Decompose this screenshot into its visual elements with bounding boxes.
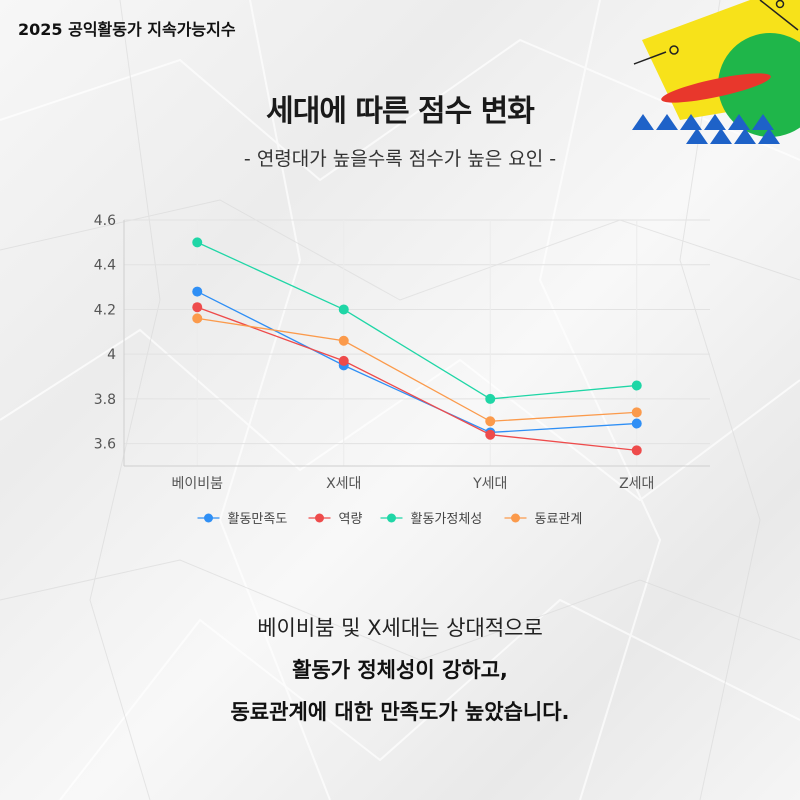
x-tick-label: 베이비붐 bbox=[171, 476, 223, 492]
series-line-동료관계 bbox=[197, 317, 637, 422]
data-point-역량 bbox=[485, 429, 496, 440]
data-point-활동만족도 bbox=[192, 286, 203, 297]
legend-item-활동가정체성: 활동가정체성 bbox=[380, 512, 483, 527]
y-tick-label: 4.6 bbox=[94, 213, 116, 229]
green-circle bbox=[718, 33, 800, 137]
data-point-동료관계 bbox=[631, 407, 642, 418]
page-title: 세대에 따른 점수 변화 bbox=[266, 94, 535, 129]
summary-line-1: 베이비붐 및 X세대는 상대적으로 bbox=[257, 616, 543, 640]
legend-item-동료관계: 동료관계 bbox=[504, 512, 583, 527]
brand-title: 2025 공익활동가 지속가능지수 bbox=[18, 20, 236, 39]
legend-label: 활동가정체성 bbox=[411, 512, 483, 527]
data-point-역량 bbox=[192, 302, 203, 313]
data-point-동료관계 bbox=[485, 416, 496, 427]
y-tick-label: 4.4 bbox=[94, 258, 116, 274]
legend-item-역량: 역량 bbox=[308, 512, 363, 527]
series-line-역량 bbox=[197, 306, 637, 451]
legend-swatch-dot bbox=[315, 513, 324, 523]
data-point-역량 bbox=[338, 355, 349, 366]
page-subtitle: - 연령대가 높을수록 점수가 높은 요인 - bbox=[243, 148, 557, 170]
legend-item-활동만족도: 활동만족도 bbox=[197, 512, 288, 527]
data-point-활동가정체성 bbox=[192, 237, 203, 248]
x-tick-label: Y세대 bbox=[472, 476, 507, 492]
data-point-활동가정체성 bbox=[338, 304, 349, 315]
legend-label: 역량 bbox=[339, 512, 363, 527]
data-point-역량 bbox=[631, 445, 642, 456]
data-point-활동가정체성 bbox=[631, 380, 642, 391]
data-point-동료관계 bbox=[192, 313, 203, 324]
series-line-활동만족도 bbox=[196, 290, 637, 434]
summary-text: 베이비붐 및 X세대는 상대적으로 활동가 정체성이 강하고, 동료관계에 대한… bbox=[0, 612, 800, 726]
x-tick-label: X세대 bbox=[326, 476, 361, 492]
blue-triangles bbox=[632, 114, 780, 144]
legend-label: 활동만족도 bbox=[228, 512, 288, 527]
y-tick-label: 4 bbox=[107, 347, 116, 363]
y-tick-label: 3.6 bbox=[94, 437, 116, 453]
decorative-shapes bbox=[632, 0, 800, 144]
legend-label: 동료관계 bbox=[535, 512, 583, 527]
summary-line-2: 활동가 정체성이 강하고, bbox=[292, 658, 508, 682]
legend-swatch-dot bbox=[511, 513, 520, 523]
legend-swatch-dot bbox=[204, 513, 213, 523]
red-stroke bbox=[661, 73, 771, 103]
series-line-활동가정체성 bbox=[196, 241, 637, 400]
data-point-활동가정체성 bbox=[485, 393, 496, 404]
summary-line-3: 동료관계에 대한 만족도가 높았습니다. bbox=[230, 700, 570, 724]
y-tick-label: 3.8 bbox=[94, 392, 116, 408]
legend-swatch-dot bbox=[387, 513, 396, 523]
data-point-동료관계 bbox=[338, 335, 349, 346]
data-point-활동만족도 bbox=[631, 418, 642, 429]
x-tick-label: Z세대 bbox=[619, 476, 654, 492]
y-tick-label: 4.2 bbox=[94, 302, 116, 318]
